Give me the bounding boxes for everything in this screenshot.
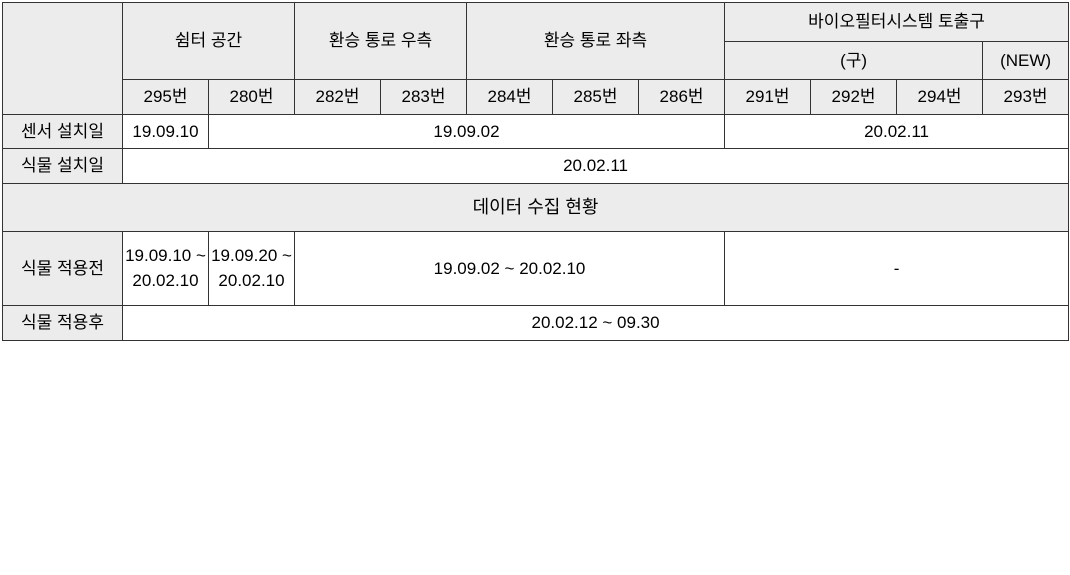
col-294: 294번: [897, 80, 983, 115]
col-291: 291번: [725, 80, 811, 115]
before-plant-v2: 19.09.20 ~ 20.02.10: [209, 231, 295, 306]
row-after-plant: 식물 적용후 20.02.12 ~ 09.30: [3, 306, 1069, 341]
header-group-4-sub2: (NEW): [983, 41, 1069, 80]
data-status-header: 데이터 수집 현황: [3, 183, 1069, 231]
sensor-install-v1: 19.09.10: [123, 114, 209, 149]
row-before-plant: 식물 적용전 19.09.10 ~ 20.02.10 19.09.20 ~ 20…: [3, 231, 1069, 306]
row-data-status-header: 데이터 수집 현황: [3, 183, 1069, 231]
col-293: 293번: [983, 80, 1069, 115]
plant-install-v1: 20.02.11: [123, 149, 1069, 184]
header-group-4-sub1: (구): [725, 41, 983, 80]
row-plant-install: 식물 설치일 20.02.11: [3, 149, 1069, 184]
sensor-install-v3: 20.02.11: [725, 114, 1069, 149]
row-label-plant-install: 식물 설치일: [3, 149, 123, 184]
col-292: 292번: [811, 80, 897, 115]
row-label-before-plant: 식물 적용전: [3, 231, 123, 306]
sensor-install-v2: 19.09.02: [209, 114, 725, 149]
col-286: 286번: [639, 80, 725, 115]
col-280: 280번: [209, 80, 295, 115]
col-285: 285번: [553, 80, 639, 115]
header-group-1: 쉼터 공간: [123, 3, 295, 80]
col-295: 295번: [123, 80, 209, 115]
row-sensor-install: 센서 설치일 19.09.10 19.09.02 20.02.11: [3, 114, 1069, 149]
header-group-4: 바이오필터시스템 토출구: [725, 3, 1069, 42]
header-group-3: 환승 통로 좌측: [467, 3, 725, 80]
header-row-3: 295번 280번 282번 283번 284번 285번 286번 291번 …: [3, 80, 1069, 115]
before-plant-v4: -: [725, 231, 1069, 306]
header-row-1: 쉼터 공간 환승 통로 우측 환승 통로 좌측 바이오필터시스템 토출구: [3, 3, 1069, 42]
row-label-after-plant: 식물 적용후: [3, 306, 123, 341]
before-plant-v1: 19.09.10 ~ 20.02.10: [123, 231, 209, 306]
data-table: 쉼터 공간 환승 통로 우측 환승 통로 좌측 바이오필터시스템 토출구 (구)…: [2, 2, 1069, 341]
after-plant-v1: 20.02.12 ~ 09.30: [123, 306, 1069, 341]
before-plant-v3: 19.09.02 ~ 20.02.10: [295, 231, 725, 306]
header-group-2: 환승 통로 우측: [295, 3, 467, 80]
header-blank: [3, 3, 123, 115]
row-label-sensor-install: 센서 설치일: [3, 114, 123, 149]
col-282: 282번: [295, 80, 381, 115]
col-283: 283번: [381, 80, 467, 115]
col-284: 284번: [467, 80, 553, 115]
